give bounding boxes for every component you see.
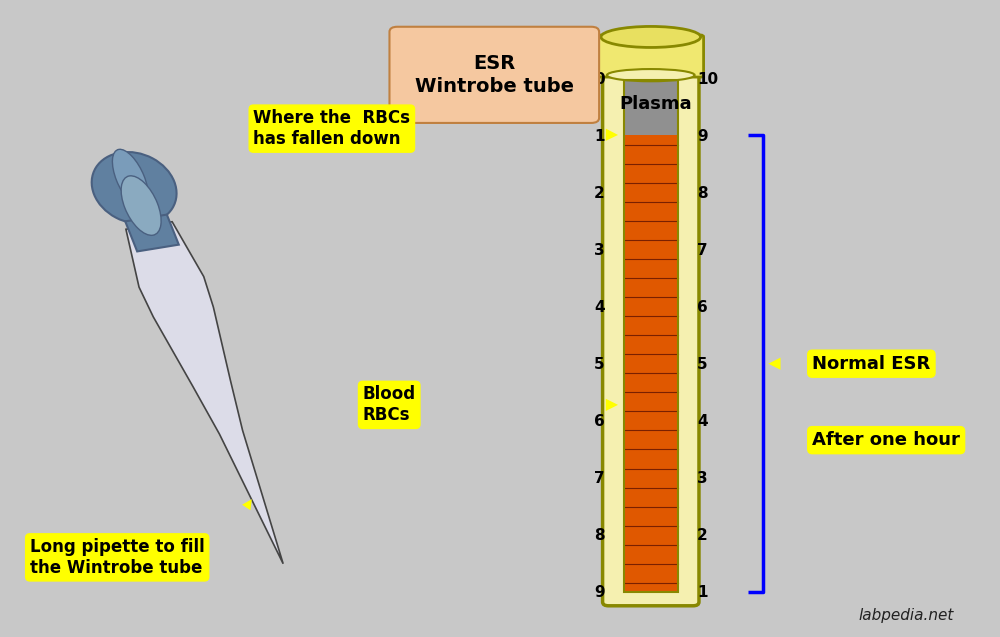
Text: 3: 3 (594, 243, 605, 258)
Bar (624, 135, 678, 592)
Ellipse shape (121, 176, 161, 235)
Text: 1: 1 (697, 585, 707, 600)
Text: 5: 5 (594, 357, 605, 372)
Text: 5: 5 (697, 357, 708, 372)
Text: 4: 4 (594, 300, 605, 315)
Text: 7: 7 (697, 243, 708, 258)
Text: 9: 9 (697, 129, 708, 144)
Ellipse shape (92, 152, 177, 224)
Ellipse shape (607, 69, 695, 82)
Text: 8: 8 (697, 186, 708, 201)
Text: 6: 6 (697, 300, 708, 315)
Text: Blood
RBCs: Blood RBCs (363, 385, 416, 424)
Text: 1: 1 (594, 129, 605, 144)
Text: Long pipette to fill
the Wintrobe tube: Long pipette to fill the Wintrobe tube (30, 538, 205, 576)
Text: Normal ESR: Normal ESR (812, 355, 930, 373)
Text: 0: 0 (594, 72, 605, 87)
Text: 3: 3 (697, 471, 708, 486)
Text: 4: 4 (697, 414, 708, 429)
Bar (624, 80, 678, 135)
Text: labpedia.net: labpedia.net (858, 608, 954, 623)
FancyBboxPatch shape (389, 27, 599, 123)
Polygon shape (126, 222, 283, 564)
Text: 6: 6 (594, 414, 605, 429)
Text: 10: 10 (697, 72, 718, 87)
Text: After one hour: After one hour (812, 431, 960, 449)
Text: 7: 7 (594, 471, 605, 486)
Text: 8: 8 (594, 528, 605, 543)
FancyBboxPatch shape (598, 35, 704, 77)
Text: 2: 2 (697, 528, 708, 543)
Polygon shape (125, 215, 179, 252)
Text: ESR
Wintrobe tube: ESR Wintrobe tube (415, 54, 574, 96)
Text: 9: 9 (594, 585, 605, 600)
Text: Plasma: Plasma (619, 95, 692, 113)
Text: Where the  RBCs
has fallen down: Where the RBCs has fallen down (253, 109, 410, 148)
Ellipse shape (601, 26, 701, 47)
Bar (624, 80, 678, 592)
Ellipse shape (112, 149, 148, 207)
Text: 2: 2 (594, 186, 605, 201)
FancyBboxPatch shape (603, 41, 699, 606)
